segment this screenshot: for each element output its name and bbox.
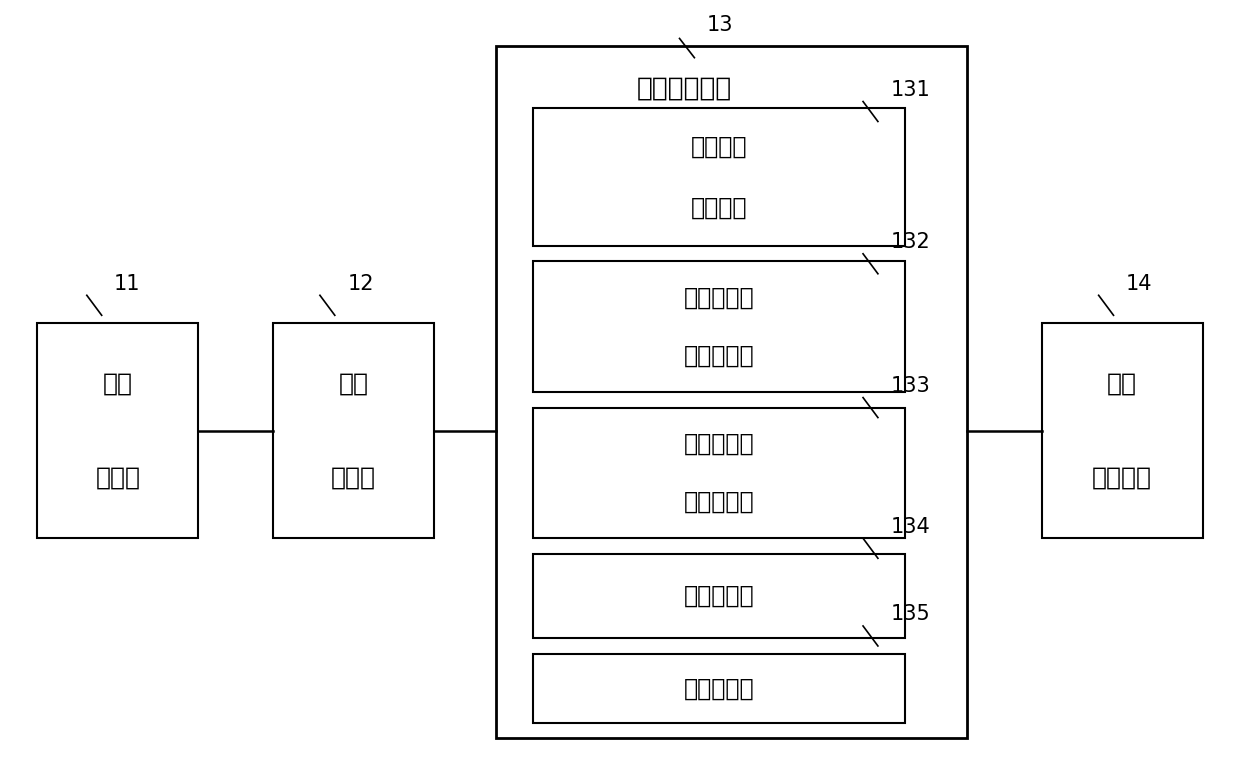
Bar — [533, 261, 905, 392]
Bar — [533, 654, 905, 723]
Text: 133: 133 — [890, 376, 930, 396]
Text: 光端: 光端 — [339, 371, 368, 395]
Text: 14: 14 — [1126, 274, 1152, 294]
Text: 实际链路损: 实际链路损 — [684, 286, 754, 310]
Text: 第一显示屏: 第一显示屏 — [684, 584, 754, 608]
Text: 接收机: 接收机 — [331, 466, 376, 490]
Text: 耗获取模块: 耗获取模块 — [684, 344, 754, 368]
Text: 135: 135 — [890, 604, 930, 624]
Bar — [533, 108, 905, 246]
Bar — [496, 46, 967, 738]
Text: 最大链路损: 最大链路损 — [684, 432, 754, 456]
Text: 光端: 光端 — [103, 371, 133, 395]
Text: 12: 12 — [347, 274, 373, 294]
Bar — [533, 408, 905, 538]
Bar — [37, 323, 198, 538]
Text: 通信故障: 通信故障 — [691, 135, 748, 158]
Text: 132: 132 — [890, 232, 930, 252]
Text: 检测模块: 检测模块 — [691, 195, 748, 219]
Text: 发射机: 发射机 — [95, 466, 140, 490]
Text: 故障: 故障 — [1107, 371, 1137, 395]
Text: 指示模块: 指示模块 — [1092, 466, 1152, 490]
Bar — [273, 323, 434, 538]
Text: 13: 13 — [707, 15, 733, 35]
Bar — [1042, 323, 1203, 538]
Bar — [533, 554, 905, 638]
Text: 第一发送器: 第一发送器 — [684, 676, 754, 701]
Text: 131: 131 — [890, 80, 930, 100]
Text: 11: 11 — [114, 274, 140, 294]
Text: 故障检测模块: 故障检测模块 — [637, 75, 732, 102]
Text: 耗获取模块: 耗获取模块 — [684, 490, 754, 514]
Text: 134: 134 — [890, 517, 930, 537]
